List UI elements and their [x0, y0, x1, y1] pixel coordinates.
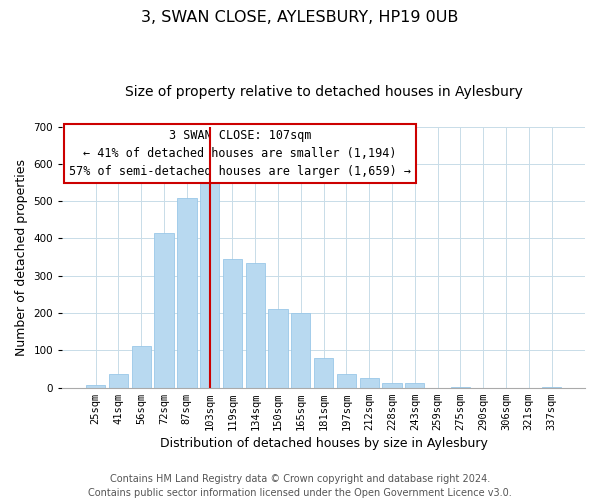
- Bar: [405, 383, 424, 388]
- Y-axis label: Number of detached properties: Number of detached properties: [15, 158, 28, 356]
- Bar: [86, 384, 106, 388]
- Bar: [154, 233, 174, 388]
- Bar: [177, 198, 197, 388]
- Bar: [200, 172, 220, 388]
- X-axis label: Distribution of detached houses by size in Aylesbury: Distribution of detached houses by size …: [160, 437, 488, 450]
- Bar: [314, 358, 333, 388]
- Title: Size of property relative to detached houses in Aylesbury: Size of property relative to detached ho…: [125, 85, 523, 99]
- Text: Contains HM Land Registry data © Crown copyright and database right 2024.
Contai: Contains HM Land Registry data © Crown c…: [88, 474, 512, 498]
- Bar: [223, 259, 242, 388]
- Bar: [109, 374, 128, 388]
- Bar: [451, 386, 470, 388]
- Text: 3 SWAN CLOSE: 107sqm
← 41% of detached houses are smaller (1,194)
57% of semi-de: 3 SWAN CLOSE: 107sqm ← 41% of detached h…: [69, 129, 411, 178]
- Bar: [542, 387, 561, 388]
- Bar: [268, 308, 288, 388]
- Bar: [382, 383, 401, 388]
- Bar: [337, 374, 356, 388]
- Bar: [131, 346, 151, 388]
- Text: 3, SWAN CLOSE, AYLESBURY, HP19 0UB: 3, SWAN CLOSE, AYLESBURY, HP19 0UB: [142, 10, 458, 25]
- Bar: [359, 378, 379, 388]
- Bar: [245, 264, 265, 388]
- Bar: [291, 312, 310, 388]
